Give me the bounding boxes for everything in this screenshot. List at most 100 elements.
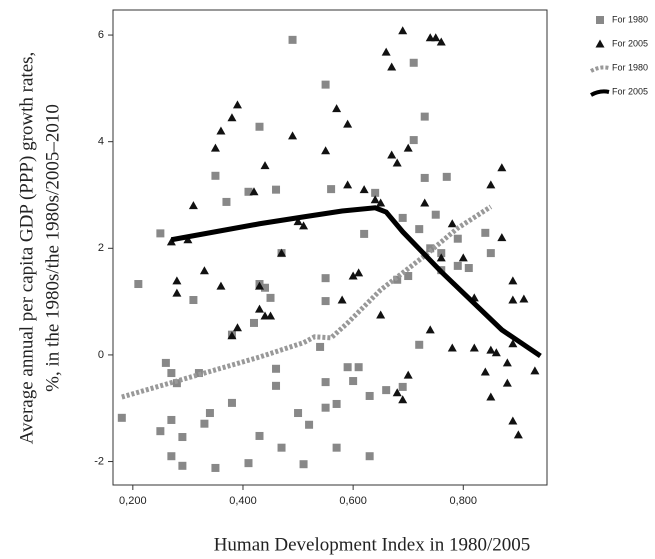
square-point bbox=[382, 386, 391, 395]
triangle-point bbox=[403, 370, 413, 379]
x-tick-label: 0,800 bbox=[450, 495, 478, 507]
square-point bbox=[420, 112, 429, 121]
square-point bbox=[415, 340, 424, 349]
triangle-point bbox=[480, 367, 490, 376]
square-point bbox=[244, 187, 253, 196]
triangle-point bbox=[486, 392, 496, 401]
triangle-point bbox=[469, 343, 479, 352]
triangle-point bbox=[332, 104, 342, 113]
triangle-point bbox=[447, 219, 457, 228]
square-point bbox=[305, 420, 314, 429]
square-point bbox=[249, 318, 258, 327]
triangle-point bbox=[288, 131, 298, 140]
triangle-point bbox=[502, 378, 512, 387]
triangle-point bbox=[436, 253, 446, 262]
square-point bbox=[255, 431, 264, 440]
legend-label: For 2005 bbox=[612, 38, 648, 48]
triangle-point bbox=[381, 47, 391, 56]
square-point bbox=[117, 413, 126, 422]
square-point bbox=[371, 188, 380, 197]
triangle-point bbox=[321, 146, 331, 155]
square-point bbox=[349, 377, 358, 386]
square-point bbox=[255, 122, 264, 131]
square-point bbox=[272, 381, 281, 390]
triangle-point bbox=[530, 366, 540, 375]
legend-label: For 2005 bbox=[612, 86, 648, 96]
square-point bbox=[272, 364, 281, 373]
triangle-point bbox=[255, 281, 265, 290]
square-point bbox=[404, 272, 413, 281]
x-axis-label: Human Development Index in 1980/2005 bbox=[214, 534, 531, 555]
square-point bbox=[481, 228, 490, 237]
square-point bbox=[332, 443, 341, 452]
triangle-point bbox=[359, 185, 369, 194]
square-point bbox=[420, 173, 429, 182]
square-point bbox=[321, 297, 330, 306]
square-point bbox=[299, 460, 308, 469]
square-point bbox=[156, 229, 165, 238]
triangle-point bbox=[199, 266, 209, 275]
square-point bbox=[442, 172, 451, 181]
square-point bbox=[321, 274, 330, 283]
triangle-point bbox=[392, 388, 402, 397]
triangle-point bbox=[486, 180, 496, 189]
triangle-point bbox=[255, 304, 265, 313]
triangle-point bbox=[227, 113, 237, 122]
triangle-point bbox=[387, 62, 397, 71]
triangle-point bbox=[337, 295, 347, 304]
square-point bbox=[431, 210, 440, 219]
square-point bbox=[365, 391, 374, 400]
triangle-point bbox=[508, 276, 518, 285]
x-tick-label: 0,600 bbox=[339, 495, 367, 507]
x-tick-label: 0,400 bbox=[229, 495, 257, 507]
square-point bbox=[398, 382, 407, 391]
triangle-point bbox=[343, 180, 353, 189]
square-point bbox=[189, 296, 198, 305]
square-point bbox=[343, 363, 352, 372]
triangle-point bbox=[486, 345, 496, 354]
triangle-point bbox=[370, 195, 380, 204]
triangle-point bbox=[431, 33, 441, 42]
triangle-point bbox=[519, 294, 529, 303]
y-tick-label: 0 bbox=[98, 349, 104, 361]
triangle-point bbox=[260, 161, 270, 170]
square-point bbox=[272, 185, 281, 194]
square-point bbox=[321, 80, 330, 89]
square-point bbox=[277, 443, 286, 452]
square-point bbox=[321, 378, 330, 387]
triangle-point bbox=[436, 37, 446, 46]
y-tick-label: 4 bbox=[98, 136, 104, 148]
square-point bbox=[200, 419, 209, 428]
triangle-point bbox=[387, 150, 397, 159]
square-point bbox=[437, 249, 446, 258]
square-point bbox=[316, 342, 325, 351]
legend-line bbox=[590, 89, 610, 97]
square-point bbox=[167, 415, 176, 424]
triangle-point bbox=[502, 358, 512, 367]
y-tick-label: 2 bbox=[98, 242, 104, 254]
y-axis-label: Average annual per capita GDP (PPP) grow… bbox=[16, 52, 37, 445]
square-point bbox=[415, 225, 424, 234]
triangle-point bbox=[188, 201, 198, 210]
square-point bbox=[244, 459, 253, 468]
triangle-point bbox=[343, 119, 353, 128]
square-point bbox=[486, 249, 495, 258]
square-point bbox=[354, 363, 363, 372]
triangle-point bbox=[447, 343, 457, 352]
triangle-point bbox=[172, 276, 182, 285]
square-point bbox=[227, 398, 236, 407]
triangle-point bbox=[249, 187, 259, 196]
triangle-point bbox=[266, 311, 276, 320]
triangle-point bbox=[508, 339, 518, 348]
square-point bbox=[134, 280, 143, 289]
square-point bbox=[327, 185, 336, 194]
triangle-point bbox=[458, 253, 468, 262]
square-point bbox=[464, 264, 473, 273]
square-point bbox=[261, 283, 270, 292]
square-point bbox=[360, 229, 369, 238]
trend-line bbox=[121, 204, 493, 400]
triangle-point bbox=[595, 39, 605, 48]
square-point bbox=[211, 463, 220, 472]
x-tick-label: 0,200 bbox=[119, 495, 147, 507]
